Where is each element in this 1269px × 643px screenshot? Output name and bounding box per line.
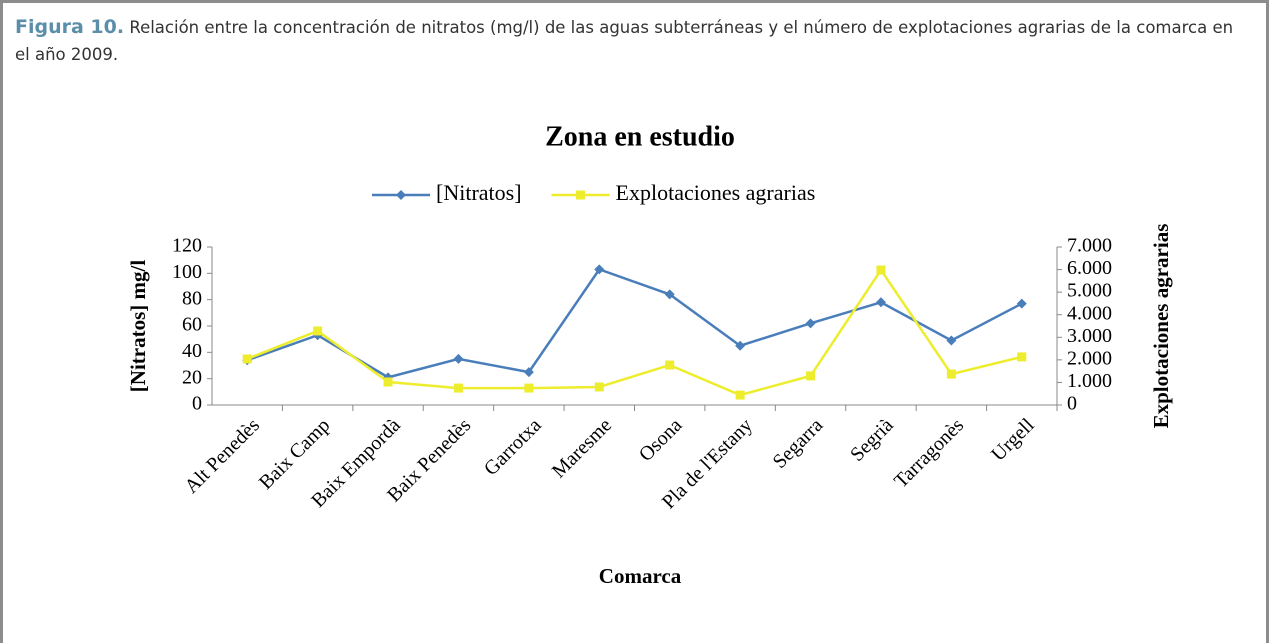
data-point <box>383 377 393 387</box>
y2-tick-label: 1.000 <box>1067 370 1112 392</box>
x-tick-label: Osona <box>635 414 687 466</box>
caption-label: Figura 10. <box>15 16 125 38</box>
data-point <box>946 335 957 346</box>
y-tick-label: 120 <box>172 235 202 257</box>
data-point <box>875 297 886 308</box>
data-point <box>453 353 464 364</box>
data-line <box>246 267 1023 379</box>
x-tick-label: Segrià <box>846 414 898 466</box>
y2-tick-label: 2.000 <box>1067 347 1112 369</box>
x-tick-label: Alt Penedès <box>180 414 264 498</box>
y-tick-label: 100 <box>172 261 202 283</box>
legend-marker <box>396 190 406 200</box>
y2-tick-label: 5.000 <box>1067 280 1112 302</box>
y2-tick-label: 4.000 <box>1067 302 1112 324</box>
y2-tick-label: 7.000 <box>1067 235 1112 257</box>
data-point <box>524 383 534 393</box>
data-point <box>1017 352 1027 362</box>
y-tick-label: 0 <box>192 393 202 415</box>
y-tick-label: 40 <box>182 340 202 362</box>
data-point <box>523 367 534 378</box>
x-axis-title: Comarca <box>599 564 682 588</box>
legend-label: [Nitratos] <box>436 180 522 205</box>
data-point <box>313 326 323 336</box>
data-point <box>453 383 463 393</box>
chart: Zona en estudio Comarca [Nitratos] mg/l … <box>126 121 1173 588</box>
data-point <box>664 289 675 300</box>
y-tick-label: 60 <box>182 314 202 336</box>
data-point <box>876 265 886 275</box>
data-point <box>665 360 675 370</box>
x-tick-label: Garrotxa <box>480 414 546 480</box>
data-point <box>594 264 605 275</box>
data-point <box>806 371 816 381</box>
x-tick-label: Maresme <box>548 414 616 482</box>
data-point <box>1016 298 1027 309</box>
data-point <box>735 340 746 351</box>
y2-axis-title: Explotaciones agrarias <box>1149 224 1173 429</box>
data-point <box>594 382 604 392</box>
caption-text: Relación entre la concentración de nitra… <box>15 18 1234 64</box>
chart-title: Zona en estudio <box>545 121 735 152</box>
y-axis-title: [Nitratos] mg/l <box>126 260 150 393</box>
data-point <box>242 354 252 364</box>
y2-tick-label: 3.000 <box>1067 325 1112 347</box>
data-line <box>246 267 1023 397</box>
y2-tick-label: 6.000 <box>1067 257 1112 279</box>
legend-marker <box>576 190 586 200</box>
legend-label: Explotaciones agrarias <box>616 180 816 205</box>
caption: Figura 10. Relación entre la concentraci… <box>15 14 1245 68</box>
y-tick-label: 80 <box>182 287 202 309</box>
x-tick-label: Segarra <box>769 414 828 473</box>
data-point <box>805 318 816 329</box>
data-point <box>735 390 745 400</box>
x-tick-label: Tarragonès <box>890 414 968 492</box>
y-tick-label: 20 <box>182 366 202 388</box>
data-point <box>946 369 956 379</box>
x-tick-label: Urgell <box>987 414 1039 466</box>
y2-tick-label: 0 <box>1067 393 1077 415</box>
